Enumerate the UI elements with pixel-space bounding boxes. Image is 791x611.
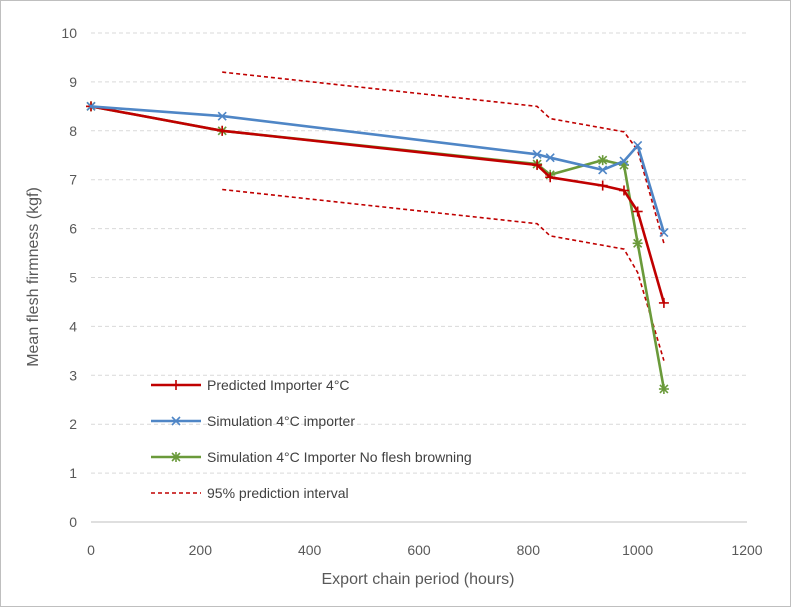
data-point (171, 416, 181, 426)
data-point (633, 140, 643, 151)
x-axis-title: Export chain period (hours) (322, 571, 515, 588)
data-point (659, 227, 669, 238)
x-tick-label: 400 (298, 542, 322, 558)
legend-label: Predicted Importer 4°C (207, 377, 350, 393)
y-tick-label: 6 (69, 221, 77, 237)
y-tick-label: 7 (69, 172, 77, 188)
data-point (532, 160, 543, 171)
series-2 (86, 101, 669, 394)
x-tick-label: 1000 (622, 542, 653, 558)
grid-lines (91, 32, 747, 474)
x-tick-label: 600 (407, 542, 431, 558)
data-point (632, 238, 643, 249)
legend-label: 95% prediction interval (207, 485, 349, 501)
data-point (217, 111, 227, 121)
y-tick-label: 3 (69, 367, 77, 383)
series-line (90, 105, 666, 304)
y-tick-label: 8 (69, 123, 77, 139)
y-tick-label: 9 (69, 74, 77, 90)
y-tick-label: 10 (61, 25, 77, 41)
y-tick-label: 1 (69, 465, 77, 481)
x-tick-label: 0 (87, 542, 95, 558)
prediction-upper-line (222, 71, 665, 244)
series-layer (86, 71, 669, 394)
y-axis-title: Mean flesh firmness (kgf) (25, 187, 42, 367)
data-point (86, 101, 96, 111)
y-tick-label: 5 (69, 270, 77, 286)
data-point (632, 206, 643, 217)
legend: Predicted Importer 4°C Simulation 4°C imp… (151, 377, 472, 501)
legend-label: Simulation 4°C Importer No flesh brownin… (207, 449, 472, 465)
legend-entry: Simulation 4°C Importer No flesh brownin… (151, 449, 472, 465)
axes: 0 1 2 3 4 5 6 7 8 9 10 0 200 400 600 800 1000 1200 (61, 25, 762, 558)
data-point (545, 172, 556, 183)
data-point (597, 180, 608, 191)
data-point (545, 153, 555, 163)
series-0 (86, 101, 669, 308)
data-point (619, 156, 629, 166)
y-tick-label: 0 (69, 514, 77, 530)
y-tick-label: 4 (69, 318, 77, 334)
series-line (90, 105, 666, 233)
legend-entry: Predicted Importer 4°C (151, 377, 350, 393)
data-point (658, 383, 669, 394)
data-point (597, 155, 608, 166)
data-point (598, 165, 608, 175)
data-point (658, 297, 669, 308)
legend-entry: 95% prediction interval (151, 485, 349, 501)
y-tick-label: 2 (69, 416, 77, 432)
x-tick-label: 200 (189, 542, 213, 558)
data-point (217, 125, 228, 136)
data-point (532, 149, 542, 159)
series-3 (222, 71, 665, 361)
x-tick-label: 1200 (731, 542, 762, 558)
data-point (171, 452, 181, 462)
series-1 (86, 101, 669, 238)
legend-label: Simulation 4°C importer (207, 413, 355, 429)
prediction-lower-line (222, 188, 665, 361)
data-point (619, 185, 629, 196)
data-point (171, 380, 181, 390)
x-tick-label: 800 (517, 542, 541, 558)
legend-entry: Simulation 4°C importer (151, 413, 355, 429)
